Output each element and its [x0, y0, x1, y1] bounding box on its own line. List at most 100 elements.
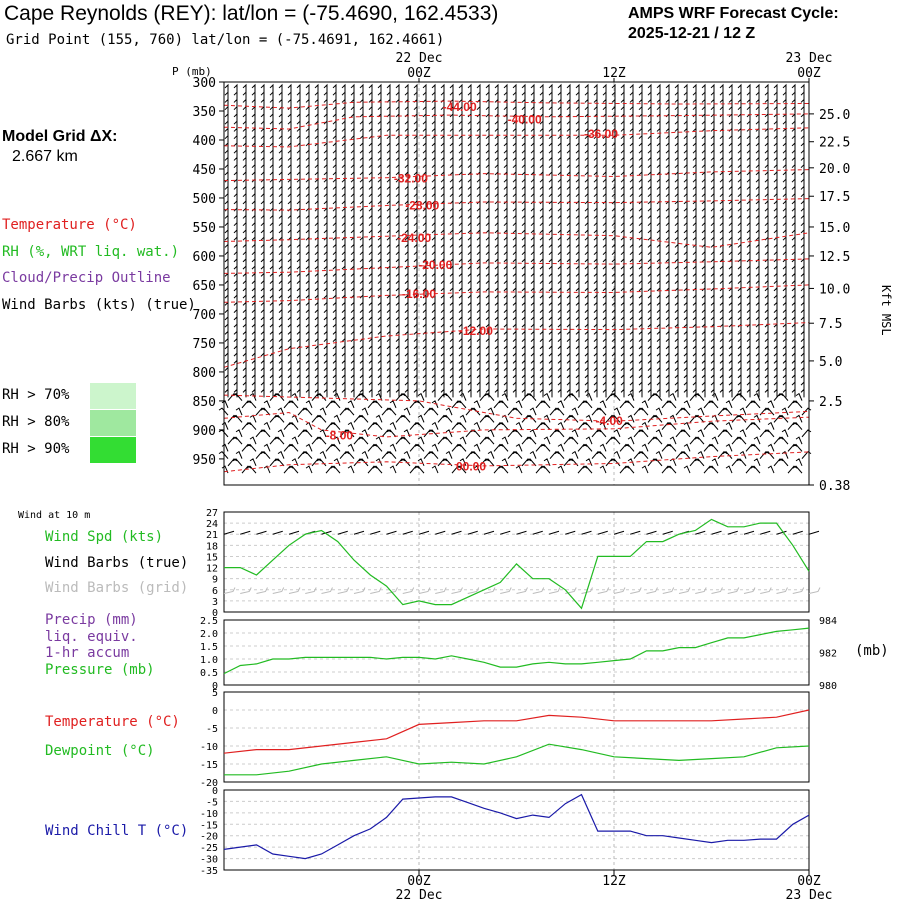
- isotherm-label: -16.00: [402, 287, 436, 301]
- chill-panel-tick-label: -35: [200, 866, 218, 877]
- height-tick-label: 17.5: [819, 190, 850, 205]
- pressure-tick-label: 550: [193, 221, 216, 236]
- chill-panel-tick-label: -20: [200, 832, 218, 843]
- isotherm-line: [223, 127, 810, 148]
- precip-panel-frame: [223, 619, 810, 686]
- height-tick-label: 5.0: [819, 355, 842, 370]
- pressure-line: [223, 627, 810, 675]
- wind-panel-tick-label: 3: [212, 597, 218, 608]
- wind-panel-tick-label: 24: [206, 519, 218, 530]
- station-latlon: (-75.4690, 162.4533): [302, 2, 499, 25]
- bottom-time-label: 12Z: [602, 874, 626, 889]
- isotherm-line: [223, 451, 810, 473]
- wind-barbs-true-label: Wind Barbs (true): [45, 555, 189, 571]
- height-tick-label: 0.38: [819, 479, 850, 494]
- precip-panel-tick-label: 2.5: [200, 616, 218, 627]
- pressure-tick-label: 500: [193, 192, 216, 207]
- pressure-unit: (mb): [855, 643, 889, 659]
- pressure-tick-label: 300: [193, 76, 216, 91]
- precip-panel-tick-label: 1.0: [200, 655, 218, 666]
- station-title: Cape Reynolds (REY): lat/lon = (-75.4690…: [4, 2, 498, 26]
- wind-panel-tick-label: 18: [206, 541, 218, 552]
- forecast-cycle-label: AMPS WRF Forecast Cycle:: [628, 5, 839, 22]
- legend-wind: Wind Barbs (kts) (true): [2, 297, 196, 313]
- isotherm-line: [223, 198, 810, 211]
- isotherm-line: [223, 169, 810, 182]
- pressure-tick-label: 700: [193, 308, 216, 323]
- wind-panel-tick-label: 9: [212, 575, 218, 586]
- legend-rh: RH (%, WRT liq. wat.): [2, 244, 180, 260]
- station-name: Cape Reynolds (REY):: [4, 2, 217, 25]
- precip-panel-tick-label: 0.5: [200, 668, 218, 679]
- wind-panel-tick-label: 12: [206, 564, 218, 575]
- pressure-tick-label: 400: [193, 134, 216, 149]
- chill-panel-tick-label: -15: [200, 820, 218, 831]
- height-tick-label: 25.0: [819, 108, 850, 123]
- pressure-tick-label: 350: [193, 105, 216, 120]
- pressure-tick-label: 750: [193, 337, 216, 352]
- isotherm-label: -4.00: [595, 414, 623, 428]
- height-tick-label: 22.5: [819, 136, 850, 151]
- pressure-axis-title: P (mb): [172, 65, 212, 78]
- top-time-label: 12Z: [602, 66, 626, 81]
- wind-barbs-grid: [223, 587, 821, 594]
- pressure-tick-label-right: 982: [819, 649, 837, 660]
- pressure-tick-label-right: 984: [819, 616, 837, 627]
- legend-cloud: Cloud/Precip Outline: [2, 270, 171, 286]
- rh80-label: RH > 80%: [2, 414, 70, 430]
- top-time-label: 00Z: [797, 66, 821, 81]
- height-tick-label: 7.5: [819, 317, 842, 332]
- precip-label: Precip (mm): [45, 612, 138, 628]
- rh90-swatch: [90, 437, 136, 463]
- rh90-label: RH > 90%: [2, 441, 70, 457]
- chill-panel-tick-label: -25: [200, 843, 218, 854]
- dew-series-label: Dewpoint (°C): [45, 743, 155, 759]
- bottom-date-label: 22 Dec: [396, 888, 443, 900]
- isotherm-label: -24.00: [397, 231, 431, 245]
- precip-accum-label: 1-hr accum: [45, 645, 130, 661]
- forecast-cycle: AMPS WRF Forecast Cycle: 2025-12-21 / 12…: [628, 4, 839, 44]
- bottom-date-label: 23 Dec: [786, 888, 833, 900]
- temperature-line: [223, 709, 810, 754]
- precip-panel-tick-label: 2.0: [200, 629, 218, 640]
- isotherm-line: [223, 258, 810, 274]
- isotherm-line: [223, 284, 810, 303]
- chill-panel-frame: [223, 789, 810, 871]
- height-tick-label: 10.0: [819, 282, 850, 297]
- height-axis-title: Kft MSL: [879, 285, 893, 336]
- bottom-time-label: 00Z: [797, 874, 821, 889]
- temp-panel-tick-label: 5: [212, 688, 218, 699]
- pressure-tick-label: 600: [193, 250, 216, 265]
- isotherm-label: -20.00: [418, 258, 452, 272]
- precip-panel-tick-label: 0: [212, 681, 218, 692]
- wind-panel-tick-label: 21: [206, 530, 218, 541]
- top-date-label: 23 Dec: [786, 51, 833, 66]
- chill-panel-tick-label: -10: [200, 809, 218, 820]
- wind10m-title: Wind at 10 m: [18, 510, 91, 521]
- grid-point-line: Grid Point (155, 760) lat/lon = (-75.469…: [6, 32, 445, 48]
- wind-chill-line: [223, 793, 810, 860]
- dewpoint-line: [224, 743, 810, 776]
- isotherm-line: [223, 394, 810, 422]
- pressure-tick-label: 450: [193, 163, 216, 178]
- temp-series-label: Temperature (°C): [45, 714, 180, 730]
- pressure-tick-label-right: 980: [819, 681, 837, 692]
- temp-panel-tick-label: -15: [200, 760, 218, 771]
- wind-barbs-grid-label: Wind Barbs (grid): [45, 580, 189, 596]
- pressure-tick-label: 950: [193, 453, 216, 468]
- pressure-tick-label: 800: [193, 366, 216, 381]
- isotherm-line: [223, 232, 810, 248]
- wind-chill-label: Wind Chill T (°C): [45, 823, 189, 839]
- isotherm-label: 00.00: [456, 459, 486, 473]
- isotherm-label: -32.00: [394, 171, 428, 185]
- upper-air-frame: [223, 81, 810, 486]
- isotherm-label: -12.00: [459, 324, 493, 338]
- temp-panel-tick-label: -5: [206, 724, 218, 735]
- upper-wind-barbs: [218, 83, 812, 474]
- latlon-prefix: lat/lon =: [222, 2, 297, 25]
- isotherm-label: -40.00: [508, 113, 542, 127]
- isotherm-label: -44.00: [443, 100, 477, 114]
- temp-panel-tick-label: -10: [200, 742, 218, 753]
- bottom-time-label: 00Z: [407, 874, 431, 889]
